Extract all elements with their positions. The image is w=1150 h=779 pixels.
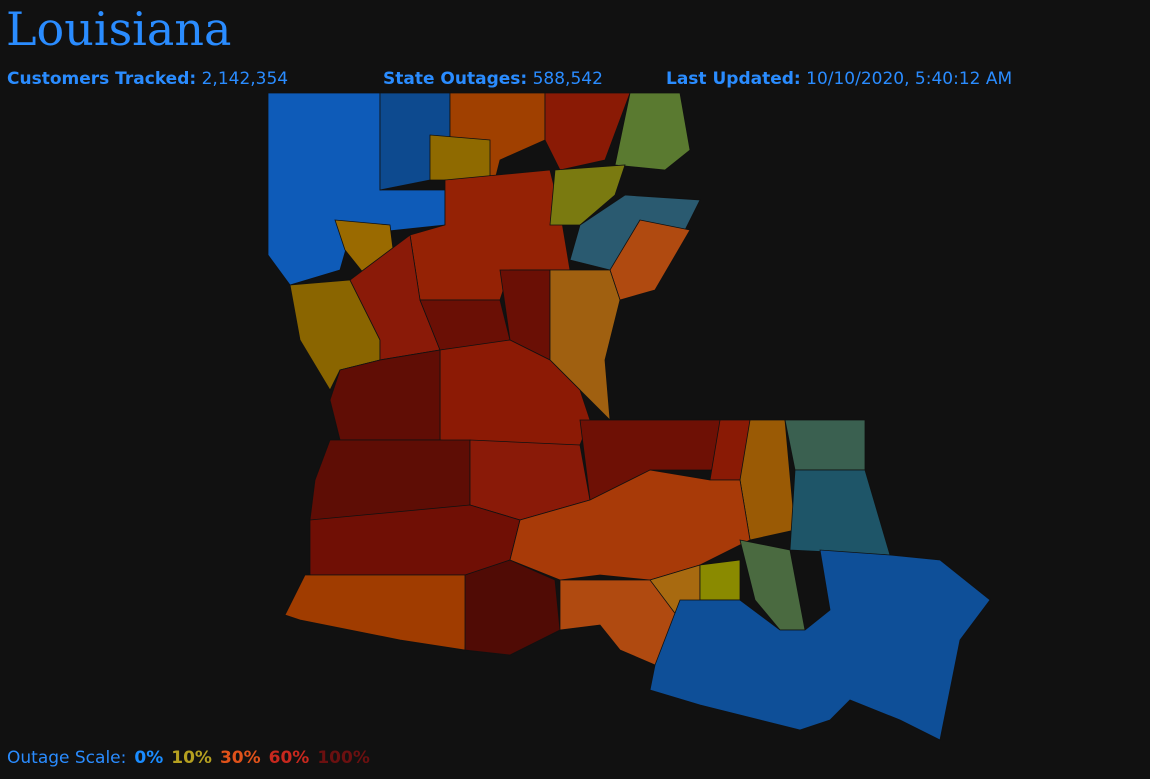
stat-value: 10/10/2020, 5:40:12 AM — [806, 69, 1013, 89]
stat-value: 588,542 — [532, 69, 603, 89]
parish — [429, 134, 491, 181]
parish — [699, 559, 741, 601]
parish — [609, 219, 691, 301]
scale-step: 100% — [317, 748, 370, 768]
stat-label: State Outages: — [383, 69, 528, 89]
parish — [509, 469, 751, 581]
stat-value: 2,142,354 — [201, 69, 289, 89]
parish — [549, 164, 626, 226]
stat-label: Customers Tracked: — [7, 69, 197, 89]
scale-label: Outage Scale: — [7, 748, 127, 768]
scale-step: 30% — [219, 748, 261, 768]
parish — [789, 469, 891, 556]
parish — [614, 92, 691, 171]
scale-step: 60% — [268, 748, 310, 768]
parish — [544, 92, 631, 171]
parish — [784, 419, 866, 471]
parish — [284, 574, 471, 651]
parish — [739, 419, 796, 541]
outage-scale: Outage Scale: 0% 10% 30% 60% 100% — [7, 748, 370, 768]
stat: State Outages: 588,542 — [383, 69, 603, 89]
title: Louisiana — [6, 2, 232, 56]
stat: Last Updated: 10/10/2020, 5:40:12 AM — [666, 69, 1012, 89]
parish — [649, 549, 991, 741]
stat-label: Last Updated: — [666, 69, 801, 89]
scale-step: 10% — [171, 748, 212, 768]
stat: Customers Tracked: 2,142,354 — [7, 69, 288, 89]
scale-step: 0% — [134, 748, 164, 768]
